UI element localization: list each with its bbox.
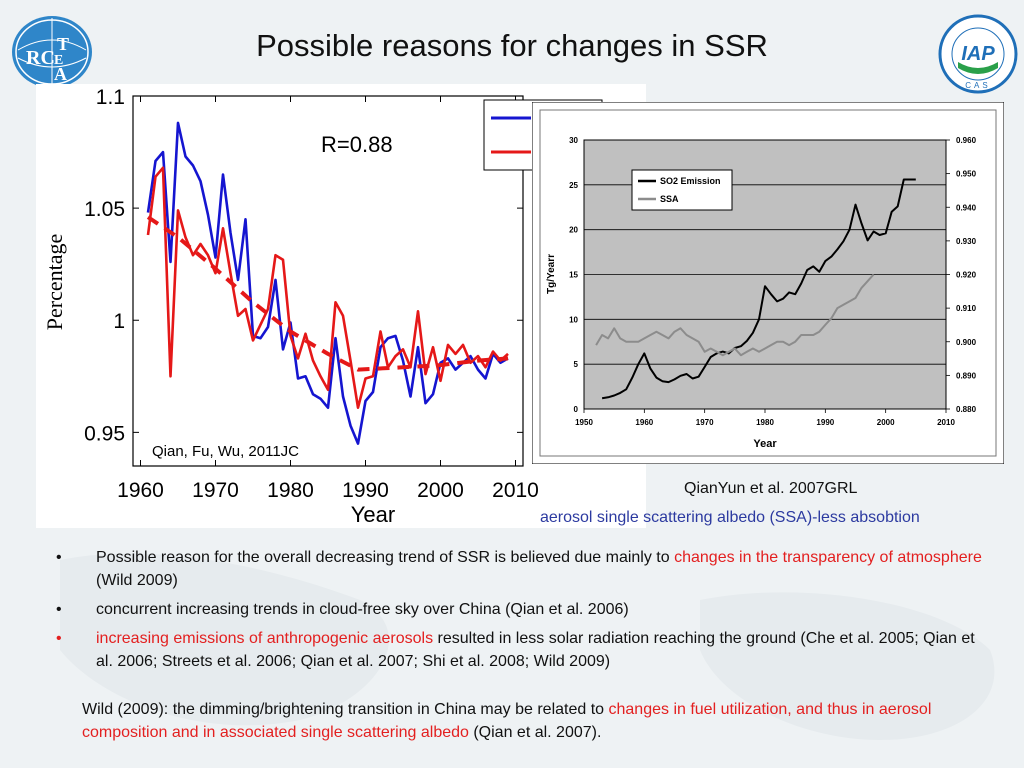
chart2-right-tick-label: 0.890 [956,371,977,380]
bullet-marker: • [56,549,62,566]
chart2-right-tick-label: 0.910 [956,304,977,313]
bullet-text: resulted in less solar radiation reachin… [96,630,975,670]
chart2-left-tick-label: 10 [569,315,578,324]
chart2-series-0 [601,178,916,400]
x-tick-label: 1990 [342,479,389,502]
bullet-text: concurrent increasing trends in cloud-fr… [96,601,629,618]
note-text: Wild (2009): the dimming/brightening tra… [82,701,609,718]
series-line-2 [146,215,509,372]
chart2-right-tick-label: 0.940 [956,203,977,212]
series-line-0 [146,121,509,445]
svg-text:RC: RC [26,47,55,69]
x-axis-label: Year [351,502,395,527]
chart2-left-tick-label: 15 [569,271,578,280]
bullet-text: (Wild 2009) [96,572,178,589]
y-tick-label: 1 [113,310,125,333]
svg-text:CAS: CAS [965,81,990,90]
x-tick-label: 1970 [192,479,239,502]
bullet-list: • Possible reason for the overall decreas… [56,546,986,679]
x-tick-label: 1960 [117,479,164,502]
svg-text:E: E [54,53,63,68]
chart2-right-tick-label: 0.900 [956,338,977,347]
chart2-x-tick-label: 1980 [756,418,774,427]
correlation-annotation: R=0.88 [321,132,393,157]
slide-title: Possible reasons for changes in SSR [256,28,768,63]
highlight-text: changes in fuel utilization, and thus in… [82,701,932,741]
chart2-x-axis-label: Year [753,438,777,450]
chart2-right-tick-label: 0.880 [956,405,977,414]
ssa-caption: aerosol single scattering albedo (SSA)-l… [540,509,920,526]
series-line-1 [146,166,509,410]
svg-text:A: A [54,64,67,84]
highlight-text: increasing emissions of anthropogenic ae… [96,630,434,647]
so2-citation: QianYun et al. 2007GRL [684,480,858,497]
ssr-citation: Qian, Fu, Wu, 2011JC [152,443,299,460]
chart2-x-tick-label: 2010 [937,418,955,427]
chart2-right-tick-label: 0.920 [956,271,977,280]
x-tick-label: 2010 [492,479,539,502]
chart2-x-tick-label: 2000 [877,418,895,427]
chart2-left-tick-label: 5 [574,360,579,369]
chart2-right-tick-label: 0.930 [956,237,977,246]
iap-cas-logo: IAP CAS [938,14,1018,94]
bullet-item: • concurrent increasing trends in cloud-f… [56,598,986,621]
chart2-y-axis-label: Tg/Yearr [546,254,557,294]
chart2-left-tick-label: 25 [569,181,578,190]
chart2-legend [631,169,733,211]
bullet-marker: • [56,630,62,647]
note-text: (Qian et al. 2007). [468,724,602,741]
svg-text:T: T [57,34,69,54]
x-tick-label: 1980 [267,479,314,502]
y-tick-label: 1.1 [96,86,125,109]
chart2-x-tick-label: 1990 [816,418,834,427]
y-axis-label: Percentage [42,234,67,331]
bullet-marker: • [56,601,62,618]
chart2-left-tick-label: 20 [569,226,578,235]
so2-ssa-chart: 0 5 10 15 20 25 30 0.880 0.890 0.900 0.910 0.920 0.9… [532,102,1004,464]
svg-text:IAP: IAP [961,43,995,65]
chart2-left-tick-label: 0 [574,405,579,414]
chart2-right-tick-label: 0.960 [956,136,977,145]
bullet-item: • Possible reason for the overall decreas… [56,546,986,592]
x-tick-label: 2000 [417,479,464,502]
chart2-series-1 [595,273,875,357]
chart2-x-tick-label: 1960 [635,418,653,427]
chart2-left-tick-label: 30 [569,136,578,145]
chart2-right-tick-label: 0.950 [956,170,977,179]
bullet-item: • increasing emissions of anthropogenic a… [56,627,986,673]
y-tick-label: 1.05 [84,198,125,221]
chart2-x-tick-label: 1970 [696,418,714,427]
legend-ssa-label: SSA [660,194,679,204]
legend-so2-label: SO2 Emission [660,176,721,186]
highlight-text: changes in the transparency of atmospher… [674,549,982,566]
summary-note: Wild (2009): the dimming/brightening tra… [82,698,982,744]
bullet-text: Possible reason for the overall decreasi… [96,549,675,566]
chart2-x-tick-label: 1950 [575,418,593,427]
y-tick-label: 0.95 [84,422,125,445]
